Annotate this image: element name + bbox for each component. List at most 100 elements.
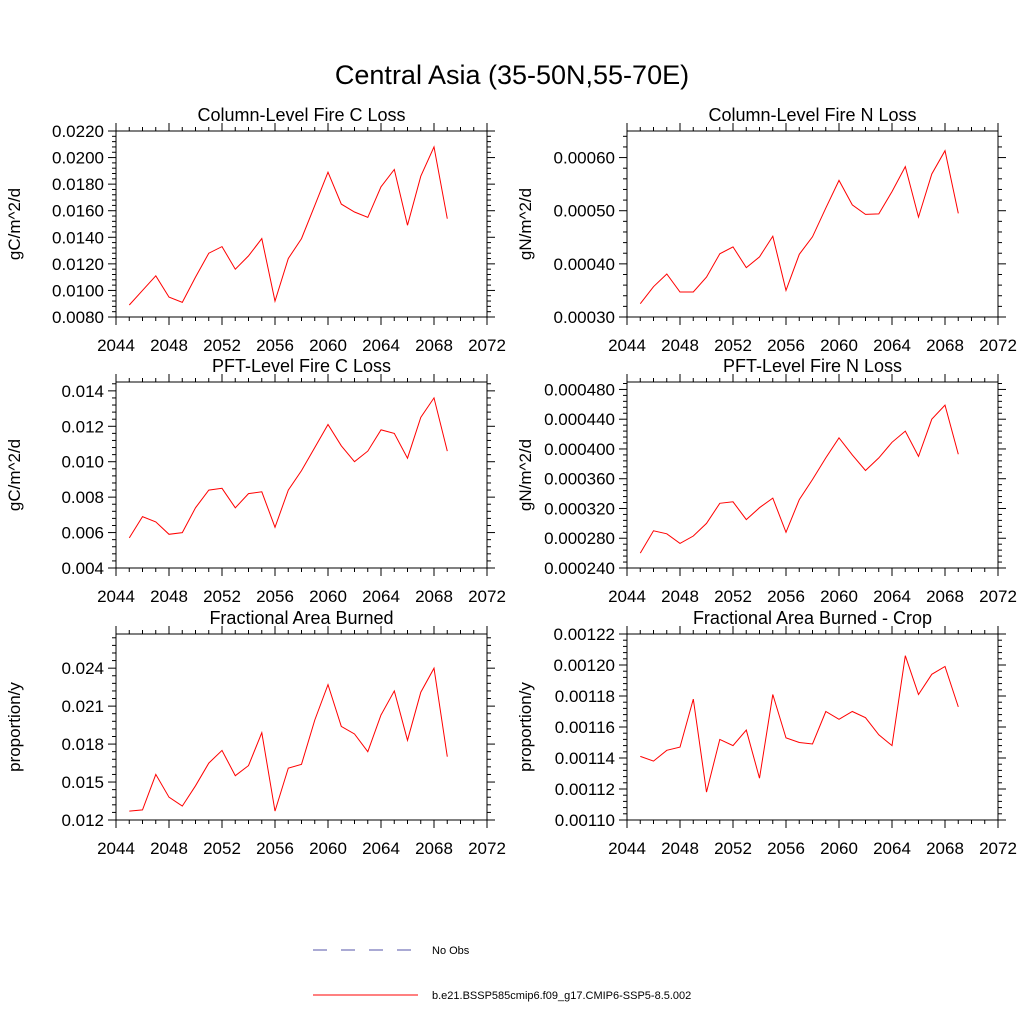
plot-frame [626,381,999,569]
chart-panel: Column-Level Fire C Loss 2044 2048 2052 2056… [5,105,506,355]
x-tick-label: 2052 [714,587,752,606]
x-tick-label: 2064 [362,587,400,606]
x-tick-label: 2048 [150,587,188,606]
x-tick-label: 2060 [309,336,347,355]
y-axis-label: gC/m^2/d [5,439,24,511]
x-tick-label: 2044 [97,336,135,355]
plot-frame [626,633,999,821]
x-tick-label: 2056 [767,336,805,355]
x-tick-label: 2048 [661,839,699,858]
x-tick-label: 2044 [97,587,135,606]
x-tick-label: 2060 [820,336,858,355]
x-tick-label: 2072 [979,839,1017,858]
x-tick-label: 2044 [608,839,646,858]
y-tick-label: 0.000240 [544,559,615,578]
x-tick-label: 2056 [256,587,294,606]
panel-title: Column-Level Fire C Loss [197,105,405,125]
y-axis-label: gN/m^2/d [516,188,535,260]
y-tick-label: 0.024 [61,659,104,678]
x-tick-label: 2072 [468,336,506,355]
y-tick-label: 0.0200 [52,149,104,168]
x-tick-label: 2052 [203,336,241,355]
series-line [129,666,448,812]
x-tick-label: 2064 [873,839,911,858]
y-tick-label: 0.00060 [554,149,615,168]
series-line [639,404,959,554]
y-tick-label: 0.0180 [52,175,104,194]
y-axis-label: gN/m^2/d [516,439,535,511]
y-tick-label: 0.006 [61,524,104,543]
panel-title: Column-Level Fire N Loss [708,105,916,125]
x-tick-label: 2064 [873,336,911,355]
panels: Column-Level Fire C Loss 2044 2048 2052 2056… [5,105,1017,858]
legend-no-obs-label: No Obs [432,945,470,957]
y-tick-label: 0.021 [61,697,104,716]
panel-title: PFT-Level Fire C Loss [212,356,391,376]
x-tick-label: 2048 [150,336,188,355]
y-tick-label: 0.00040 [554,255,615,274]
series-line [128,396,448,539]
y-axis-label: proportion/y [5,682,24,772]
plot-frame [115,381,488,569]
x-tick-label: 2060 [820,587,858,606]
y-tick-label: 0.0100 [52,281,104,300]
x-tick-label: 2048 [150,839,188,858]
x-tick-label: 2060 [309,839,347,858]
y-tick-label: 0.00118 [555,687,615,706]
x-tick-label: 2052 [714,336,752,355]
y-tick-label: 0.012 [61,417,104,436]
x-tick-label: 2060 [309,587,347,606]
x-tick-label: 2044 [608,587,646,606]
y-tick-label: 0.000320 [544,499,615,518]
y-tick-label: 0.000360 [544,470,615,489]
x-tick-label: 2072 [979,587,1017,606]
x-tick-label: 2052 [203,587,241,606]
y-tick-label: 0.014 [61,382,104,401]
y-tick-label: 0.012 [61,811,104,830]
y-tick-label: 0.0220 [52,122,104,141]
panel-title: Fractional Area Burned - Crop [693,608,932,628]
plot-frame [626,130,999,318]
x-tick-label: 2068 [415,587,453,606]
y-tick-label: 0.0080 [52,308,104,327]
y-tick-label: 0.015 [61,773,104,792]
x-tick-label: 2064 [362,336,400,355]
x-tick-label: 2072 [979,336,1017,355]
x-tick-label: 2044 [97,839,135,858]
y-tick-label: 0.004 [61,559,104,578]
y-tick-label: 0.018 [61,735,104,754]
x-tick-label: 2056 [256,336,294,355]
plot-frame [115,633,488,821]
legend: No Obs b.e21.BSSP585cmip6.f09_g17.CMIP6-… [313,945,691,1002]
y-tick-label: 0.00122 [554,625,615,644]
x-tick-label: 2068 [926,336,964,355]
legend-model-label: b.e21.BSSP585cmip6.f09_g17.CMIP6-SSP5-8.… [432,990,691,1002]
x-tick-label: 2064 [873,587,911,606]
x-tick-label: 2056 [767,587,805,606]
x-tick-label: 2068 [415,336,453,355]
y-tick-label: 0.00114 [555,749,615,768]
y-tick-label: 0.00030 [554,308,615,327]
y-tick-label: 0.00112 [555,780,615,799]
y-axis-label: proportion/y [516,682,535,772]
x-tick-label: 2044 [608,336,646,355]
series-line [128,145,448,306]
y-tick-label: 0.010 [61,453,104,472]
x-tick-label: 2068 [926,839,964,858]
series-line [640,655,959,793]
y-axis-label: gC/m^2/d [5,188,24,260]
chart-panel: Column-Level Fire N Loss 2044 2048 2052 2056… [516,105,1017,355]
x-tick-label: 2072 [468,839,506,858]
x-tick-label: 2068 [926,587,964,606]
chart-panel: Fractional Area Burned 2044 2048 2052 2056 20… [5,608,506,858]
y-tick-label: 0.000280 [544,529,615,548]
series-line [639,149,959,305]
x-tick-label: 2072 [468,587,506,606]
chart-panel: Fractional Area Burned - Crop 2044 2048 205… [516,608,1017,858]
y-tick-label: 0.0140 [52,228,104,247]
plot-frame [115,130,488,318]
x-tick-label: 2052 [203,839,241,858]
y-tick-label: 0.000400 [544,440,615,459]
x-tick-label: 2048 [661,587,699,606]
